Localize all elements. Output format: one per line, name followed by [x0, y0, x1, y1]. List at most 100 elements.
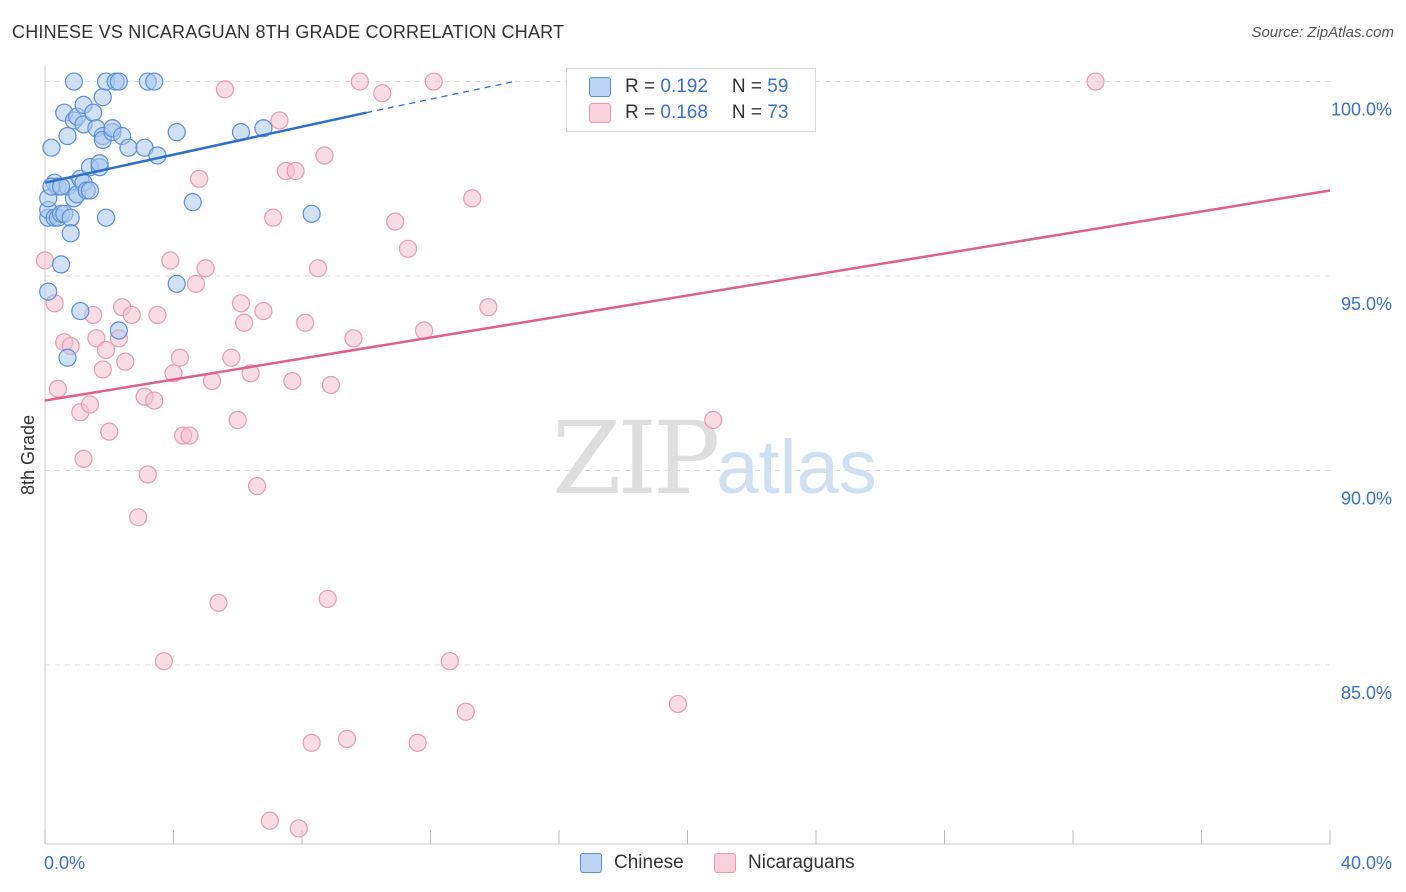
- nicaraguan-point: [235, 313, 254, 332]
- nicaraguan-point: [386, 212, 405, 231]
- legend-n-label: N =: [731, 102, 768, 123]
- nicaraguan-point: [344, 329, 363, 348]
- nicaraguan-point: [308, 259, 328, 278]
- chinese-point: [84, 103, 103, 122]
- chinese-trendline-extension: [366, 80, 515, 114]
- nicaraguan-point: [456, 702, 475, 721]
- legend-label-chinese: Chinese: [614, 852, 684, 873]
- chart-title: CHINESE VS NICARAGUAN 8TH GRADE CORRELAT…: [12, 22, 565, 42]
- chinese-point: [80, 181, 100, 200]
- nicaraguan-point: [222, 348, 241, 367]
- nicaraguan-point: [296, 313, 315, 332]
- legend-n-value: 73: [767, 102, 789, 123]
- x-tick-label: 40.0%: [1341, 853, 1392, 873]
- chinese-point: [119, 138, 138, 157]
- nicaraguan-point: [318, 589, 337, 609]
- legend-r-label: R =: [625, 102, 661, 123]
- nicaraguan-point: [116, 352, 135, 371]
- nicaraguan-point: [215, 80, 234, 99]
- nicaraguan-point: [164, 364, 183, 383]
- nicaraguan-point: [408, 733, 427, 752]
- nicaraguan-point: [270, 111, 289, 130]
- nicaraguans-points: [35, 72, 1105, 838]
- legend-item-chinese[interactable]: Chinese: [580, 852, 684, 874]
- chinese-point: [93, 88, 112, 107]
- chinese-point: [109, 321, 128, 340]
- nicaraguan-point: [479, 298, 498, 317]
- chinese-point: [61, 208, 80, 227]
- legend-label-nicaraguans: Nicaraguans: [748, 852, 855, 873]
- nicaraguan-point: [100, 422, 119, 441]
- nicaraguan-point: [302, 733, 321, 752]
- nicaraguan-trendline: [44, 189, 1331, 402]
- chinese-point: [167, 274, 186, 293]
- nicaraguan-point: [196, 259, 215, 278]
- chinese-point: [51, 255, 71, 274]
- legend-item-nicaraguans[interactable]: Nicaraguans: [714, 852, 855, 874]
- chinese-point: [61, 224, 80, 243]
- watermark-zip: ZIP: [552, 400, 720, 517]
- nicaraguan-point: [398, 239, 418, 258]
- y-tick-label: 90.0%: [1341, 489, 1392, 509]
- nicaraguan-point: [286, 161, 305, 181]
- chinese-point: [64, 72, 84, 91]
- nicaraguan-point: [93, 360, 112, 379]
- legend-r-value: 0.192: [660, 76, 708, 97]
- legend-r-label: R =: [625, 76, 661, 97]
- chinese-points: [39, 72, 321, 367]
- nicaraguan-point: [48, 379, 67, 398]
- chinese-point: [58, 348, 77, 367]
- y-tick-label: 95.0%: [1341, 294, 1392, 314]
- chinese-point: [71, 301, 90, 321]
- nicaraguan-point: [263, 208, 283, 227]
- chinese-point: [39, 282, 58, 301]
- nicaraguan-point: [170, 348, 190, 367]
- legend-r-value: 0.168: [660, 102, 708, 123]
- nicaraguan-point: [424, 72, 443, 91]
- legend-n-label: N =: [731, 76, 768, 97]
- nicaraguan-point: [122, 305, 141, 325]
- nicaraguan-point: [289, 819, 308, 838]
- y-tick-label: 85.0%: [1341, 683, 1392, 703]
- legend-n-value: 59: [767, 76, 789, 97]
- chinese-point: [109, 72, 128, 91]
- nicaraguan-point: [231, 294, 251, 313]
- nicaraguans-swatch: [589, 103, 611, 123]
- chinese-swatch: [589, 77, 611, 97]
- nicaraguan-point: [254, 301, 273, 321]
- nicaraguan-point: [440, 652, 459, 671]
- legend-row-nicaraguans: R = 0.168 N = 73: [589, 101, 788, 125]
- nicaraguan-point: [463, 189, 482, 208]
- nicaraguan-point: [283, 371, 302, 391]
- nicaraguan-point: [260, 811, 279, 830]
- nicaraguan-point: [337, 729, 357, 749]
- x-tick-label: 0.0%: [44, 853, 85, 873]
- watermark: ZIPatlas: [552, 400, 877, 517]
- nicaraguan-point: [74, 449, 93, 468]
- nicaraguan-point: [180, 426, 199, 445]
- watermark-atlas: atlas: [716, 425, 877, 510]
- nicaraguan-point: [1086, 72, 1105, 91]
- nicaraguan-point: [668, 694, 687, 714]
- nicaraguan-point: [154, 652, 173, 671]
- stats-legend: R = 0.192 N = 59 R = 0.168 N = 73: [566, 68, 816, 132]
- y-tick-label: 100.0%: [1331, 100, 1392, 120]
- nicaraguan-point: [148, 305, 167, 325]
- chinese-point: [148, 146, 167, 165]
- nicaraguan-point: [315, 146, 334, 165]
- nicaraguan-point: [373, 84, 392, 103]
- nicaraguan-point: [190, 169, 209, 188]
- nicaraguan-point: [87, 329, 106, 348]
- nicaraguans-swatch: [714, 853, 736, 873]
- chinese-point: [254, 119, 273, 138]
- chinese-point: [96, 208, 116, 227]
- nicaraguan-point: [247, 477, 267, 496]
- chinese-point: [58, 126, 77, 146]
- chinese-point: [302, 204, 321, 223]
- chinese-point: [145, 72, 164, 91]
- nicaraguan-point: [704, 410, 723, 430]
- chinese-point: [42, 138, 61, 157]
- chinese-point: [167, 123, 186, 142]
- nicaraguan-point: [35, 251, 55, 270]
